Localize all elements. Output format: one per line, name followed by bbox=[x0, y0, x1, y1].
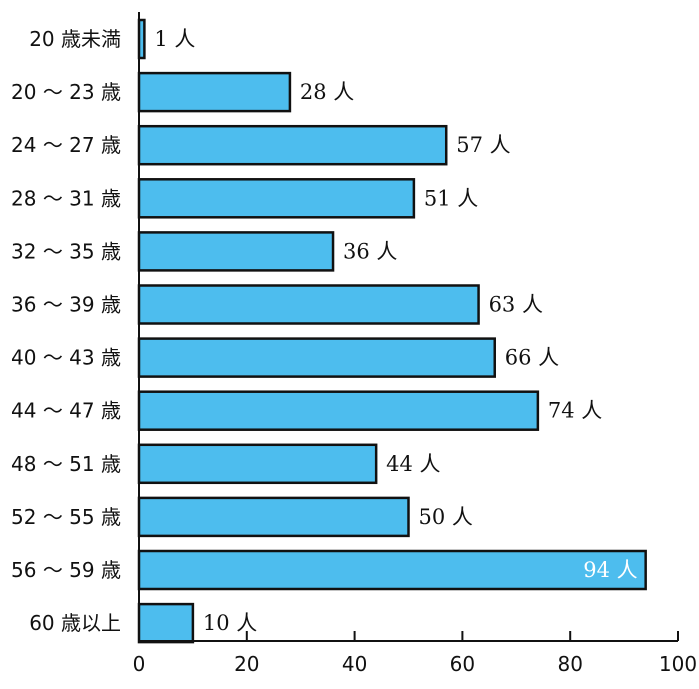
category-label-1: 20 〜 23 歳 bbox=[11, 80, 121, 104]
data-label-1: 28 人 bbox=[300, 80, 354, 104]
data-labels-group: 1 人 28 人 57 人 51 人 36 人 63 人 66 人 74 人 44 人 50 人 9… bbox=[154, 27, 637, 635]
category-label-7: 44 〜 47 歳 bbox=[11, 399, 121, 423]
category-label-2: 24 〜 27 歳 bbox=[11, 133, 121, 157]
category-label-5: 36 〜 39 歳 bbox=[11, 293, 121, 317]
category-label-0: 20 歳未満 bbox=[29, 27, 121, 51]
x-tick-label-1: 20 bbox=[234, 652, 259, 676]
category-label-4: 32 〜 35 歳 bbox=[11, 239, 121, 263]
x-tick-label-2: 40 bbox=[342, 652, 367, 676]
data-label-3: 51 人 bbox=[424, 186, 478, 210]
bar-2 bbox=[137, 124, 448, 166]
data-label-4: 36 人 bbox=[343, 239, 397, 263]
category-label-11: 60 歳以上 bbox=[29, 611, 121, 635]
category-label-9: 52 〜 55 歳 bbox=[11, 505, 121, 529]
bar-7 bbox=[137, 390, 540, 431]
category-label-8: 48 〜 51 歳 bbox=[11, 452, 121, 476]
bar-11 bbox=[137, 602, 195, 644]
bar-4 bbox=[137, 231, 335, 272]
x-tick-label-3: 60 bbox=[450, 652, 475, 676]
bar-5 bbox=[137, 284, 480, 325]
bar-8 bbox=[137, 443, 378, 485]
x-tick-label-5: 100 bbox=[659, 652, 697, 676]
data-label-9: 50 人 bbox=[419, 505, 473, 529]
data-label-2: 57 人 bbox=[456, 133, 510, 157]
axes-group: 0 20 40 60 80 100 bbox=[133, 12, 697, 676]
category-labels-group: 20 歳未満 20 〜 23 歳 24 〜 27 歳 28 〜 31 歳 32 〜 35… bbox=[11, 27, 121, 635]
data-label-10: 94 人 bbox=[583, 558, 637, 582]
bar-1 bbox=[137, 71, 292, 113]
data-label-7: 74 人 bbox=[548, 399, 602, 423]
data-label-5: 63 人 bbox=[489, 293, 543, 317]
data-label-8: 44 人 bbox=[386, 452, 440, 476]
data-label-6: 66 人 bbox=[505, 346, 559, 370]
bar-9 bbox=[137, 496, 410, 538]
x-tick-label-4: 80 bbox=[557, 652, 582, 676]
bar-3 bbox=[137, 178, 416, 219]
data-label-11: 10 人 bbox=[203, 611, 257, 635]
category-label-6: 40 〜 43 歳 bbox=[11, 346, 121, 370]
bars-group bbox=[137, 18, 647, 644]
bar-6 bbox=[137, 337, 496, 378]
data-label-0: 1 人 bbox=[154, 27, 195, 51]
category-label-3: 28 〜 31 歳 bbox=[11, 186, 121, 210]
category-label-10: 56 〜 59 歳 bbox=[11, 558, 121, 582]
x-tick-label-0: 0 bbox=[133, 652, 146, 676]
bar-10 bbox=[137, 549, 647, 591]
